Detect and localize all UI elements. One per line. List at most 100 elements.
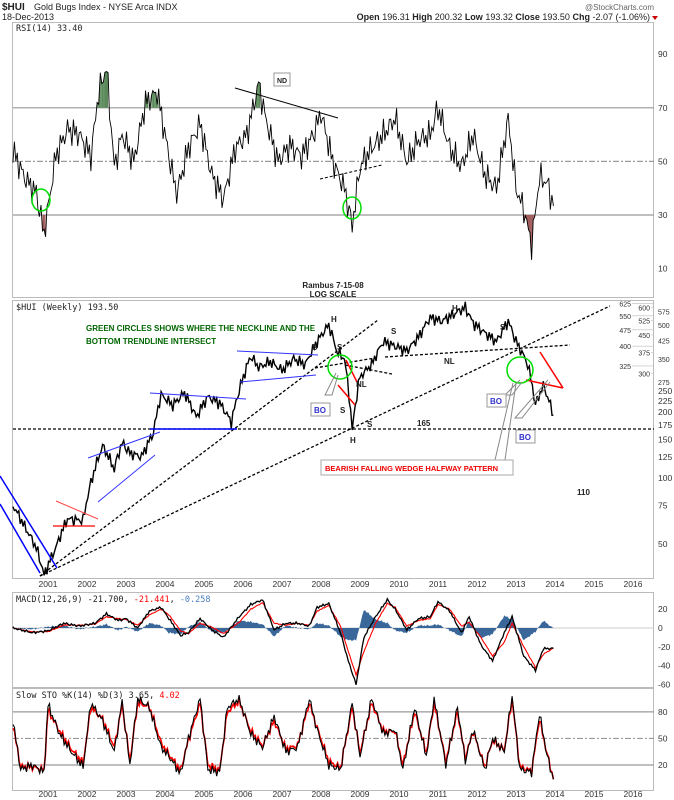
quote-line: Open 196.31 High 200.32 Low 193.32 Close… bbox=[357, 12, 650, 22]
sto-tick-label: 50 bbox=[658, 733, 668, 743]
shoulder-label: S bbox=[500, 323, 506, 332]
blue-channel-top bbox=[0, 475, 58, 569]
price-labels: GREEN CIRCLES SHOWS WHERE THE NECKLINE A… bbox=[86, 304, 590, 497]
year-tick-label: 2008 bbox=[312, 579, 331, 589]
neckline-2009 bbox=[344, 364, 393, 375]
rsi-line bbox=[12, 70, 554, 260]
sto-tick-label: 80 bbox=[658, 707, 668, 717]
green-circle bbox=[342, 196, 362, 220]
red-flag-2008 bbox=[337, 384, 356, 406]
blue-wedge-bottom bbox=[97, 454, 156, 503]
author-note: Rambus 7-15-08 bbox=[302, 281, 364, 290]
bo-callout bbox=[486, 393, 507, 408]
rsi-tick-label: 30 bbox=[658, 210, 668, 220]
rsi-oversold-fill bbox=[42, 215, 45, 231]
year-tick-label: 2001 bbox=[39, 789, 58, 799]
macd-tick-label: -60 bbox=[658, 679, 671, 689]
rsi-tick-label: 90 bbox=[658, 49, 668, 59]
macd-signal-value: -21.441 bbox=[134, 595, 170, 605]
callout-pointer bbox=[513, 379, 551, 419]
price-annotations bbox=[0, 305, 654, 577]
neckline-label: NL bbox=[356, 380, 367, 389]
price-tick-label: 175 bbox=[658, 420, 672, 430]
price-tick-label: 400 bbox=[619, 344, 631, 351]
price-tick-label: 125 bbox=[658, 452, 672, 462]
rsi-overbought-fill bbox=[101, 81, 104, 108]
price-tick-label: 525 bbox=[638, 318, 650, 325]
year-tick-label: 2015 bbox=[585, 579, 604, 589]
rsi-divergence-line bbox=[234, 87, 339, 119]
sto-name: Slow STO %K(14) %D(3) bbox=[16, 691, 123, 701]
bo-callout bbox=[310, 402, 331, 417]
breakout-label: BO bbox=[314, 406, 326, 415]
wedge-note: BEARISH FALLING WEDGE HALFWAY PATTERN bbox=[325, 464, 498, 473]
high-value: 200.32 bbox=[435, 12, 463, 22]
trendline-bottom bbox=[39, 305, 611, 577]
shoulder-label: S bbox=[337, 343, 343, 352]
blue-channel-bottom bbox=[0, 503, 41, 574]
rsi-annotations: ND Rambus 7-15-08 LOG SCALE bbox=[31, 72, 383, 299]
price-tick-label: 575 bbox=[658, 310, 670, 317]
macd-tick-label: 0 bbox=[658, 623, 663, 633]
macd-panel bbox=[12, 592, 654, 688]
chg-value: -2.07 (-1.06%) bbox=[592, 12, 650, 22]
price-tick-label: 75 bbox=[658, 500, 668, 510]
close-label: Close bbox=[515, 12, 540, 22]
macd-title: MACD(12,26,9) -21.700, -21.441, -0.258 bbox=[16, 595, 211, 605]
sto-k-line bbox=[12, 694, 554, 780]
red-flag-top bbox=[55, 500, 99, 520]
year-tick-label: 2006 bbox=[234, 579, 253, 589]
low-label: Low bbox=[465, 12, 484, 22]
chart-date: 18-Dec-2013 bbox=[2, 12, 54, 22]
shoulder-label: S bbox=[367, 420, 373, 429]
rsi-title: RSI(14) 33.40 bbox=[16, 24, 83, 34]
breakout-label: BO bbox=[490, 397, 502, 406]
blue-range2-bottom bbox=[239, 374, 317, 383]
rsi-oversold-fill bbox=[44, 215, 46, 237]
macd-tick-label: -40 bbox=[658, 661, 671, 671]
callout-pointer bbox=[324, 372, 339, 396]
low-value: 193.32 bbox=[485, 12, 513, 22]
neckline-2008 bbox=[314, 357, 376, 369]
rsi-tick-label: 10 bbox=[658, 264, 668, 274]
price-title: $HUI (Weekly) 193.50 bbox=[16, 303, 118, 313]
macd-tick-label: 20 bbox=[658, 604, 668, 614]
price-tick-label: 350 bbox=[658, 357, 670, 364]
price-panel bbox=[12, 300, 654, 579]
rsi-dashed-line bbox=[319, 164, 383, 180]
neckline-label: NL bbox=[444, 357, 455, 366]
neckline-2013 bbox=[384, 344, 571, 358]
price-line bbox=[12, 301, 554, 576]
macd-tick-label: -20 bbox=[658, 642, 671, 652]
head-label: H bbox=[331, 315, 337, 324]
blue-range2-top bbox=[236, 350, 319, 356]
green-circle bbox=[327, 354, 353, 380]
head-label: H bbox=[452, 304, 458, 313]
year-tick-label: 2014 bbox=[546, 579, 565, 589]
level-165-label: 165 bbox=[417, 419, 431, 428]
blue-range-top bbox=[149, 392, 247, 400]
close-value: 193.50 bbox=[542, 12, 570, 22]
year-tick-label: 2004 bbox=[156, 579, 175, 589]
year-tick-label: 2009 bbox=[351, 579, 370, 589]
series bbox=[12, 70, 555, 780]
price-tick-label: 300 bbox=[638, 372, 650, 379]
sto-panel bbox=[12, 688, 654, 791]
macd-signal-line bbox=[12, 602, 554, 678]
price-tick-label: 250 bbox=[658, 386, 672, 396]
rsi-tick-label: 50 bbox=[658, 156, 668, 166]
open-label: Open bbox=[357, 12, 380, 22]
shoulder-label: S bbox=[391, 327, 397, 336]
price-tick-label: 225 bbox=[658, 396, 672, 406]
shoulder-label: S bbox=[312, 343, 318, 352]
year-tick-label: 2010 bbox=[390, 789, 409, 799]
price-tick-label: 150 bbox=[658, 434, 672, 444]
red-wedge-top bbox=[539, 351, 564, 389]
price-tick-label: 550 bbox=[619, 314, 631, 321]
breakout-label: BO bbox=[519, 433, 531, 442]
macd-value: -21.700 bbox=[88, 595, 124, 605]
price-tick-label: 50 bbox=[658, 539, 668, 549]
nd-label: ND bbox=[277, 78, 287, 85]
year-tick-label: 2007 bbox=[273, 579, 292, 589]
